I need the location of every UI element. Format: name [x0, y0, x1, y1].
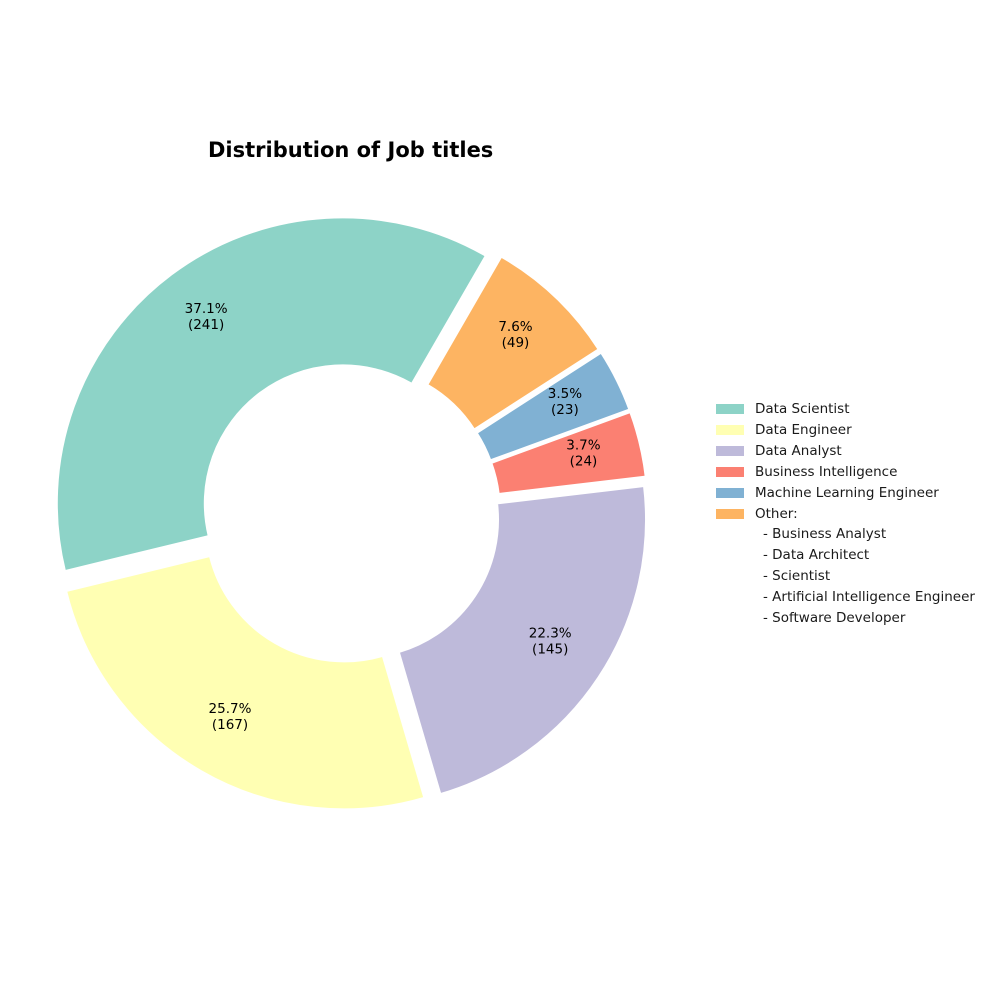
legend-item: Other: — [716, 503, 975, 524]
slice-percent-label: 3.7% — [566, 437, 600, 453]
slice-percent-label: 7.6% — [498, 319, 532, 335]
legend-label: Data Scientist — [755, 400, 850, 417]
donut-slice — [397, 484, 647, 796]
slice-percent-label: 25.7% — [209, 701, 252, 717]
slice-count-label: (49) — [502, 335, 530, 351]
legend-swatch — [716, 508, 744, 519]
donut-slice — [490, 410, 647, 496]
legend-other-item: - Artificial Intelligence Engineer — [763, 589, 975, 605]
legend-item: Business Intelligence — [716, 461, 975, 482]
donut-slice — [64, 554, 426, 811]
slice-percent-label: 37.1% — [185, 301, 228, 317]
legend-swatch — [716, 424, 744, 435]
legend-swatch — [716, 466, 744, 477]
legend-other-item: - Scientist — [763, 568, 831, 584]
donut-slice — [55, 216, 488, 573]
slice-percent-label: 3.5% — [548, 386, 582, 402]
donut-slice — [475, 351, 631, 462]
legend: Data Scientist Data Engineer Data Analys… — [716, 398, 975, 629]
legend-label: Data Engineer — [755, 421, 852, 438]
legend-other-item: - Software Developer — [763, 610, 906, 626]
legend-label: Business Intelligence — [755, 463, 898, 480]
legend-swatch — [716, 403, 744, 414]
chart-title: Distribution of Job titles — [208, 138, 494, 162]
slice-count-label: (167) — [212, 717, 248, 733]
slice-count-label: (23) — [551, 402, 579, 418]
legend-swatch — [716, 445, 744, 456]
legend-item: Data Analyst — [716, 440, 975, 461]
slice-count-label: (241) — [188, 317, 224, 333]
legend-other-item: - Business Analyst — [763, 526, 887, 542]
legend-item: Data Engineer — [716, 419, 975, 440]
legend-label: Data Analyst — [755, 442, 842, 459]
legend-item: Data Scientist — [716, 398, 975, 419]
slice-count-label: (24) — [570, 453, 598, 469]
slice-percent-label: 22.3% — [529, 625, 572, 641]
legend-label: Machine Learning Engineer — [755, 484, 939, 501]
donut-slice — [425, 255, 601, 431]
legend-label: Other: — [755, 505, 798, 522]
slice-count-label: (145) — [532, 641, 568, 657]
legend-item: Machine Learning Engineer — [716, 482, 975, 503]
legend-swatch — [716, 487, 744, 498]
legend-other-item: - Data Architect — [763, 547, 870, 563]
